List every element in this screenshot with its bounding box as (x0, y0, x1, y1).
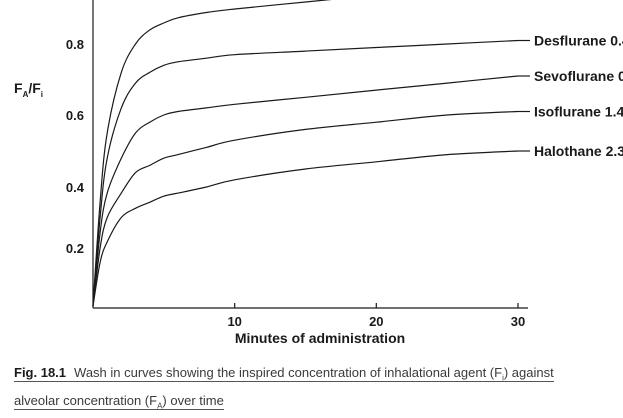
y-tick-label-3: 0.8 (66, 37, 84, 52)
x-tick-label-2: 30 (511, 314, 525, 329)
x-tick-label-0: 10 (227, 314, 241, 329)
series-label-3: Isoflurane 1.4 (534, 104, 623, 120)
series-line-1 (92, 39, 519, 307)
series-line-3 (92, 110, 519, 307)
caption-line-2: alveolar concentration (FA) over time (14, 392, 224, 411)
y-tick-label-1: 0.4 (66, 180, 85, 195)
y-axis-title: FA/Fi (14, 80, 44, 99)
x-axis-title: Minutes of administration (235, 330, 405, 346)
y-tick-label-0: 0.2 (66, 241, 84, 256)
caption-fig-number: Fig. 18.1 (14, 365, 67, 380)
series-group (92, 0, 530, 307)
ticks-group: 10 20 30 0.2 0.4 0.6 0.8 (66, 37, 525, 329)
series-label-1: Desflurane 0.4 (534, 33, 623, 49)
series-line-2 (92, 75, 519, 307)
series-line-0 (92, 0, 332, 307)
figure-caption: Fig. 18.1 Wash in curves showing the insp… (14, 362, 610, 417)
series-label-4: Halothane 2.3 (534, 143, 623, 159)
x-tick-label-1: 20 (369, 314, 383, 329)
y-tick-label-2: 0.6 (66, 108, 84, 123)
series-label-2: Sevoflurane 0.6 (534, 68, 623, 84)
series-line-4 (92, 150, 519, 307)
caption-line-1: Fig. 18.1 Wash in curves showing the insp… (14, 365, 554, 383)
